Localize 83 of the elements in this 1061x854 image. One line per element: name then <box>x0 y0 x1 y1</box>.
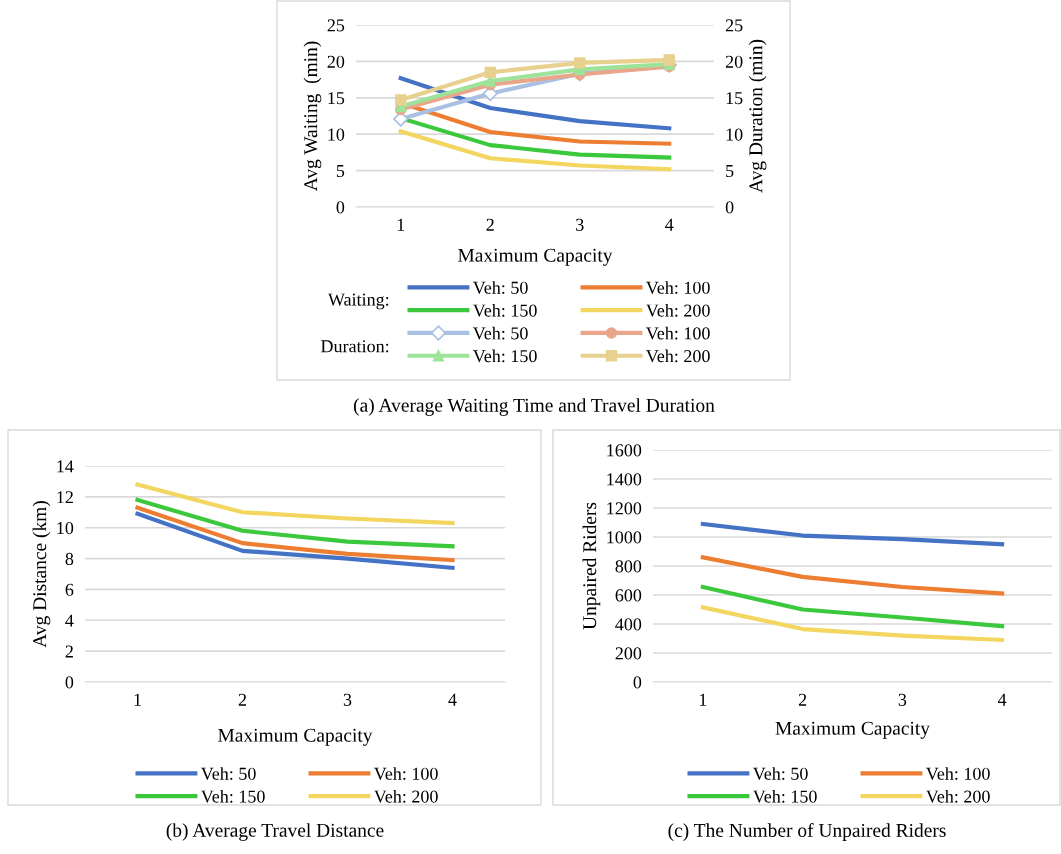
y-tick-label: 0 <box>633 676 642 689</box>
legend-label: Veh: 100 <box>645 326 710 340</box>
x-tick-label: 1 <box>699 693 707 706</box>
y-tick-label: 1200 <box>607 502 642 515</box>
text: (c) The Number of Unpaired Riders <box>668 823 946 841</box>
x-tick-label: 3 <box>343 693 352 706</box>
line-series <box>700 555 1005 596</box>
legend-label: Veh: 150 <box>200 789 265 803</box>
legend-label: Veh: 200 <box>645 303 710 317</box>
x-tick-label: 4 <box>448 693 457 706</box>
line-series <box>135 497 455 549</box>
line-series <box>135 482 455 526</box>
legend-label: Veh: 150 <box>472 349 537 363</box>
x-tick-label: 1 <box>134 693 141 706</box>
line-series <box>700 521 1005 547</box>
y-tick-label: 10 <box>328 128 345 141</box>
line-series <box>398 129 672 172</box>
y-tick-label: 1600 <box>607 444 642 457</box>
legend-label: Veh: 50 <box>472 326 528 340</box>
x-tick-label: 3 <box>898 693 907 706</box>
point <box>574 57 586 69</box>
y-tick-label: 0 <box>65 676 74 689</box>
y2-tick-label: 20 <box>725 55 743 68</box>
legend-label: Veh: 200 <box>925 789 990 803</box>
y-tick-label: 1000 <box>607 531 642 544</box>
y-tick-label: 10 <box>57 521 74 535</box>
x-tick-label: 2 <box>238 693 247 706</box>
y2-tick-label: 0 <box>725 201 734 214</box>
y2-tick-label: 25 <box>725 19 743 32</box>
y-tick-label: 400 <box>615 618 642 631</box>
x-axis-title: Maximum Capacity <box>218 728 373 746</box>
y-tick-label: 800 <box>615 560 642 573</box>
text: (b) Average Travel Distance <box>166 823 384 841</box>
legend-label: Veh: 50 <box>200 767 256 780</box>
y-tick-label: 2 <box>65 645 73 658</box>
legend-label: Veh: 150 <box>752 789 817 803</box>
y2-axis-title: Avg Duration (min) <box>748 39 767 193</box>
x-tick-label: 4 <box>997 693 1007 706</box>
y2-tick-label: 10 <box>726 128 743 141</box>
y-tick-label: 1400 <box>607 473 642 486</box>
x-axis-title: Maximum Capacity <box>775 721 930 739</box>
y-tick-label: 15 <box>328 92 345 105</box>
legend-label: Veh: 200 <box>373 789 438 803</box>
x-tick-label: 2 <box>798 693 807 706</box>
point <box>484 66 496 79</box>
text: Duration: <box>320 340 389 353</box>
y2-tick-label: 15 <box>726 92 743 105</box>
y-tick-label: 20 <box>327 55 345 68</box>
x-tick-label: 3 <box>576 218 584 231</box>
y-axis-title: Unpaired Riders <box>582 502 601 630</box>
legend-label: Veh: 100 <box>645 281 710 294</box>
y-tick-label: 600 <box>615 589 642 602</box>
legend-label: Veh: 100 <box>373 767 438 780</box>
legend-label: Veh: 50 <box>472 281 528 294</box>
y-axis-title: Avg Waiting (min) <box>303 41 322 192</box>
line-series <box>398 76 672 131</box>
y-axis-title: Avg Distance (km) <box>32 501 51 648</box>
y-tick-label: 6 <box>65 583 74 596</box>
y-tick-label: 200 <box>615 647 642 660</box>
text: (a) Average Waiting Time and Travel Duration <box>353 398 715 416</box>
x-tick-label: 1 <box>397 218 405 231</box>
x-tick-label: 4 <box>665 218 674 231</box>
legend-label: Veh: 200 <box>645 349 710 363</box>
y-tick-label: 12 <box>57 491 73 504</box>
y-tick-label: 0 <box>336 201 345 214</box>
y2-tick-label: 5 <box>726 165 734 178</box>
legend-label: Veh: 50 <box>752 767 808 780</box>
y-tick-label: 14 <box>57 460 74 473</box>
y-tick-label: 8 <box>65 552 74 566</box>
line-series <box>700 605 1005 643</box>
x-axis-title: Maximum Capacity <box>458 248 613 266</box>
line-series <box>135 511 455 570</box>
line-series <box>700 584 1005 629</box>
y-tick-label: 5 <box>336 165 345 178</box>
y-tick-label: 4 <box>65 614 74 627</box>
text: Waiting: <box>327 293 389 310</box>
legend-label: Veh: 100 <box>925 767 990 780</box>
line-series <box>135 505 455 563</box>
point <box>395 94 407 106</box>
x-tick-label: 2 <box>486 218 494 231</box>
point <box>663 54 675 66</box>
y-tick-label: 25 <box>327 19 345 32</box>
legend-label: Veh: 150 <box>472 303 537 317</box>
